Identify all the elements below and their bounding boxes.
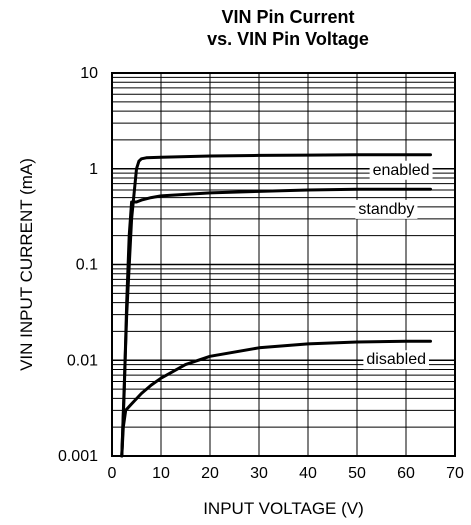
x-tick-label: 40 bbox=[299, 465, 317, 482]
series-line-standby bbox=[120, 187, 432, 458]
x-axis-label: INPUT VOLTAGE (V) bbox=[203, 499, 364, 518]
series-label-group: enabled standby disabled bbox=[355, 160, 433, 370]
chart-title-line1: VIN Pin Current bbox=[221, 7, 355, 27]
x-tick-label: 20 bbox=[201, 465, 219, 482]
y-axis-label: VIN INPUT CURRENT (mA) bbox=[17, 158, 36, 371]
series-label-bg bbox=[363, 350, 430, 370]
series-label-bg bbox=[369, 160, 433, 180]
series-label-enabled: enabled bbox=[373, 162, 430, 179]
y-tick-label: 0.01 bbox=[67, 352, 98, 369]
x-tick-label: 0 bbox=[108, 465, 117, 482]
series-label-disabled: disabled bbox=[366, 351, 426, 368]
grid-minor bbox=[112, 76, 455, 428]
x-tick-label: 60 bbox=[397, 465, 415, 482]
series-line-disabled bbox=[120, 339, 432, 458]
series-group bbox=[120, 153, 432, 458]
x-tick-label: 10 bbox=[152, 465, 170, 482]
x-tick-labels: 0 10 20 30 40 50 60 70 bbox=[108, 465, 464, 482]
x-tick-label: 50 bbox=[348, 465, 366, 482]
y-tick-label: 0.1 bbox=[76, 257, 98, 274]
series-label-standby: standby bbox=[358, 201, 414, 218]
chart-title-line2: vs. VIN Pin Voltage bbox=[207, 29, 369, 49]
series-label-bg bbox=[355, 199, 418, 219]
y-tick-labels: 10 1 0.1 0.01 0.001 bbox=[58, 65, 98, 465]
x-tick-label: 70 bbox=[446, 465, 464, 482]
y-tick-label: 1 bbox=[89, 161, 98, 178]
y-tick-label: 0.001 bbox=[58, 448, 98, 465]
x-tick-label: 30 bbox=[250, 465, 268, 482]
y-tick-label: 10 bbox=[80, 65, 98, 82]
plot-frame bbox=[111, 72, 456, 457]
